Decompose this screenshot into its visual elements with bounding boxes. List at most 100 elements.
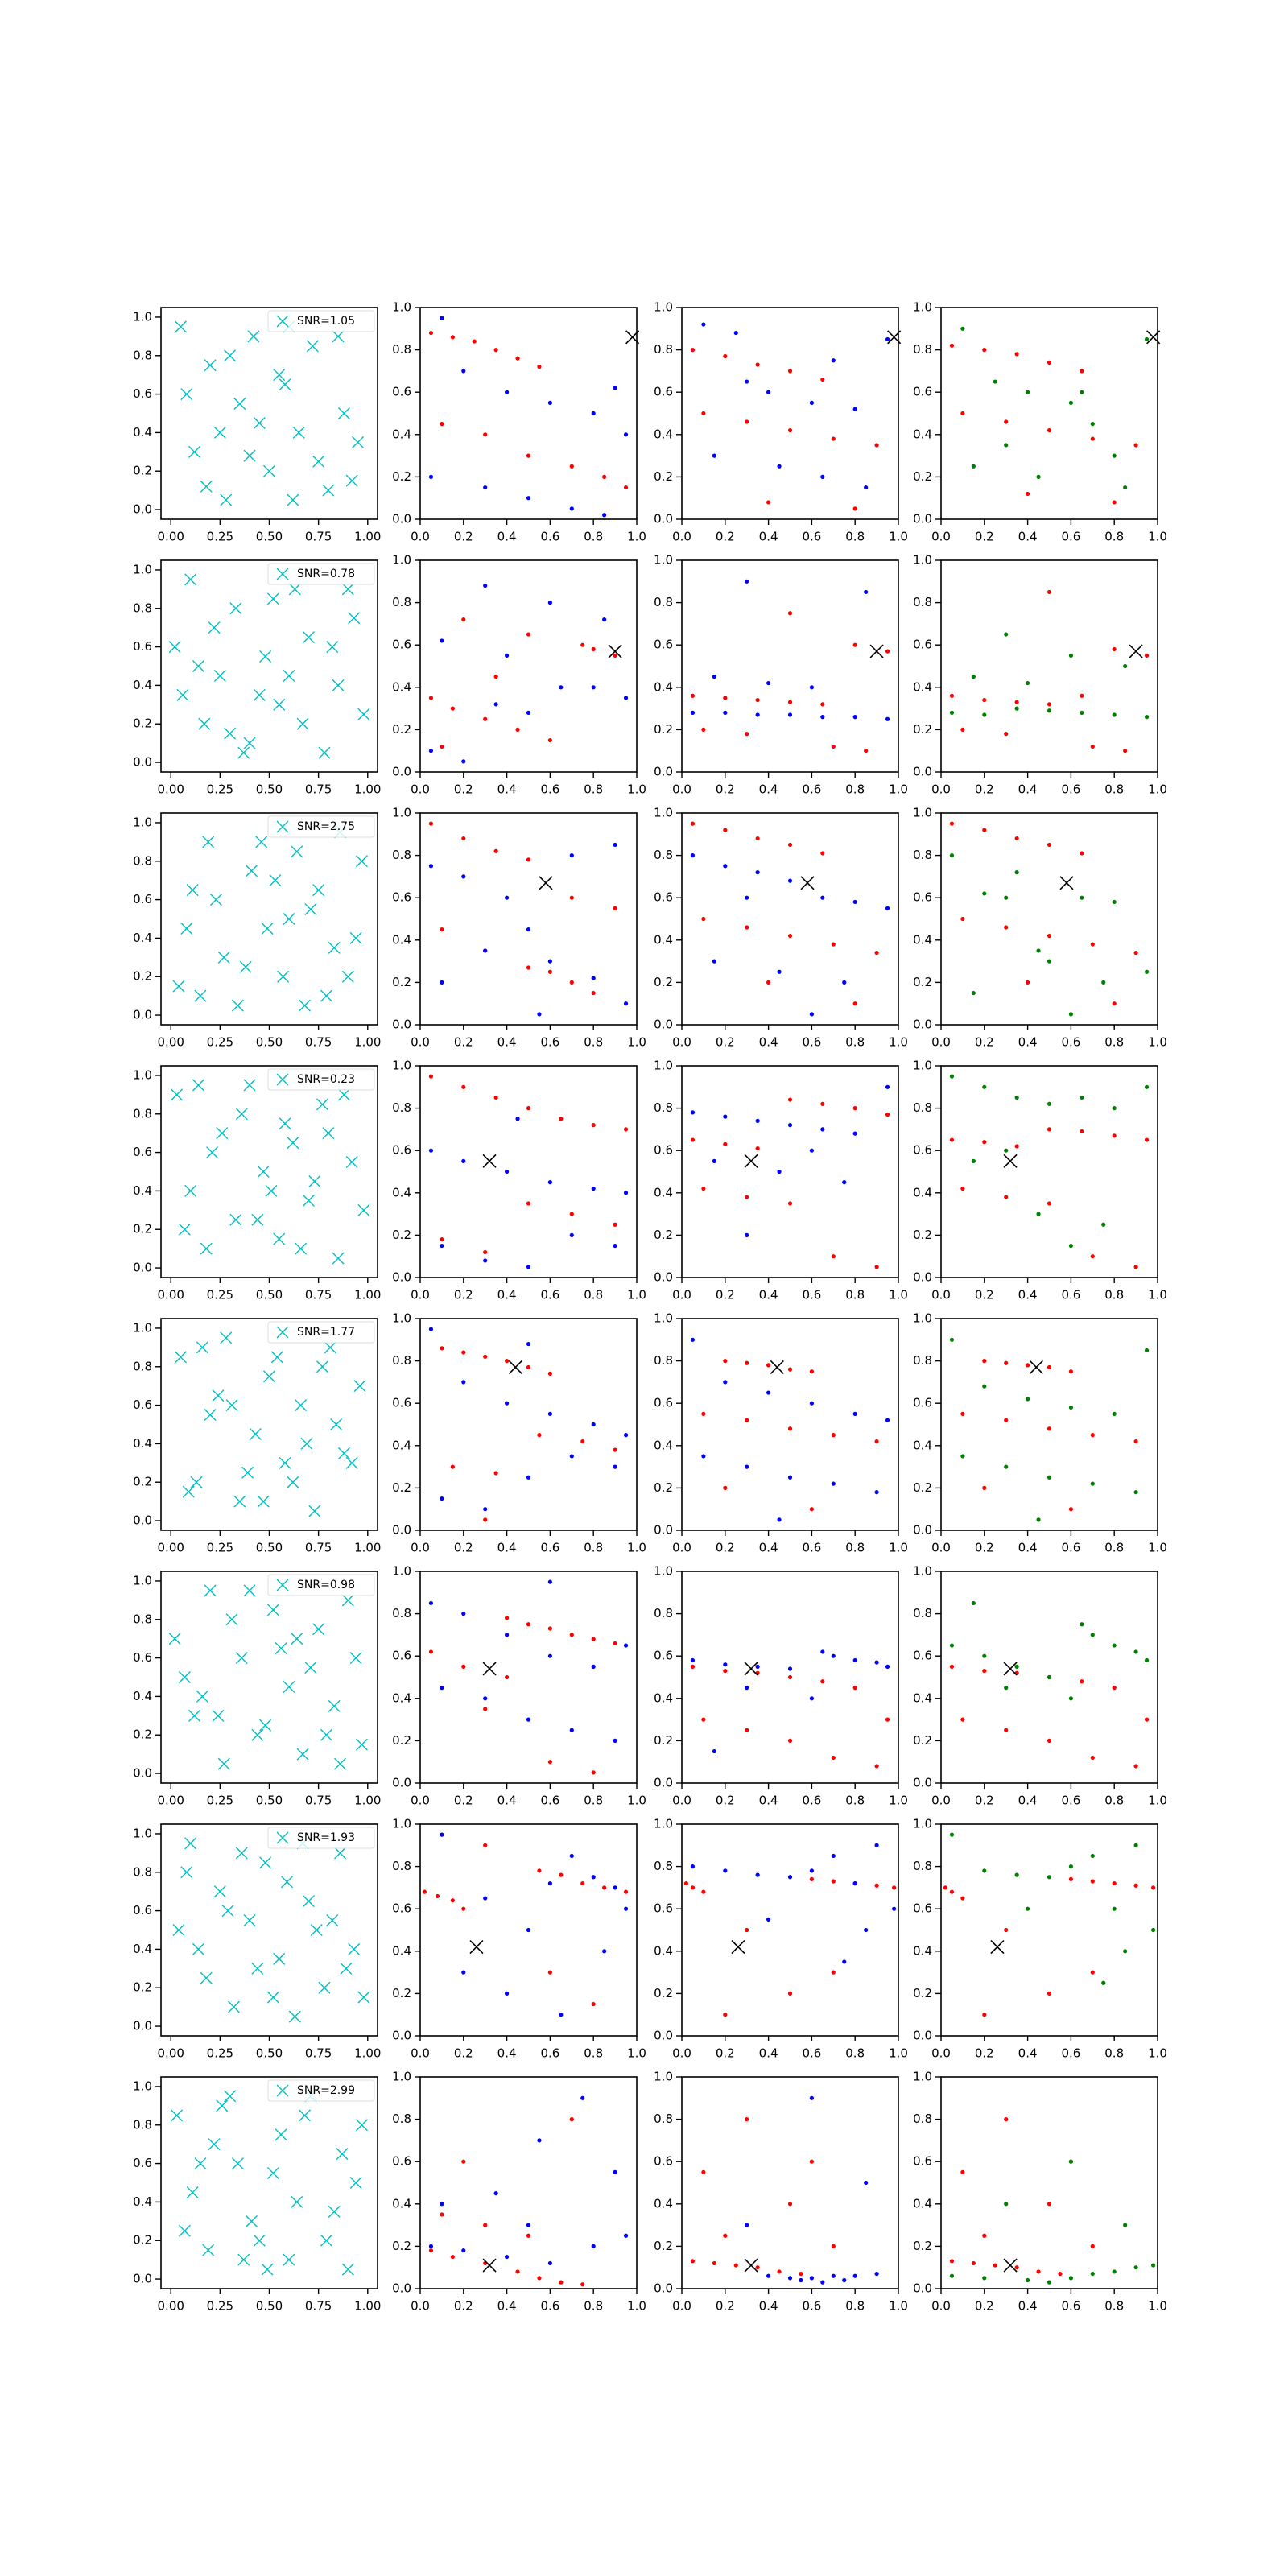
point [591, 411, 596, 416]
y-tick-label: 0.8 [133, 853, 152, 868]
x-tick-label: 0.8 [584, 1035, 603, 1050]
x-tick-label: 0.0 [931, 1288, 951, 1302]
x-tick-label: 0.0 [672, 530, 691, 544]
plot-area [682, 813, 898, 1025]
y-tick-label: 1.0 [133, 309, 152, 324]
x-tick-label: 0.6 [802, 2299, 821, 2314]
point [1068, 1696, 1073, 1701]
x-tick-label: 0.0 [672, 1035, 691, 1050]
point [1026, 980, 1030, 985]
point [1080, 1095, 1084, 1100]
point [1080, 895, 1084, 900]
point [690, 1137, 696, 1142]
point-marker [469, 1939, 484, 1955]
point [885, 1084, 890, 1089]
point-marker [353, 1380, 366, 1393]
point [982, 1384, 987, 1389]
point-marker [212, 1709, 225, 1722]
point [892, 1885, 897, 1890]
point [569, 980, 574, 985]
point-marker [202, 2244, 215, 2256]
point [526, 1622, 531, 1627]
point-marker [295, 1399, 308, 1412]
point [450, 706, 455, 711]
point [1112, 1686, 1117, 1690]
point-marker [283, 913, 295, 925]
point [1090, 1433, 1095, 1438]
point [526, 965, 531, 970]
point [1068, 1405, 1073, 1410]
point [852, 1686, 857, 1690]
point [885, 906, 890, 910]
y-tick-label: 0.2 [392, 1733, 411, 1748]
y-tick-label: 1.0 [133, 562, 152, 576]
point [1080, 1129, 1084, 1134]
x-tick-label: 0.4 [759, 1541, 778, 1555]
y-tick-label: 0.4 [392, 1438, 411, 1452]
point [505, 1359, 510, 1364]
point [723, 2233, 728, 2238]
subplot: 0.0 0.2 0.4 0.6 0.8 1.0 0.0 0.2 0.4 0.6 0.8 1.0 [654, 553, 908, 797]
point [428, 474, 434, 480]
point [1090, 436, 1095, 441]
point [559, 1872, 564, 1877]
point-marker [204, 1584, 217, 1597]
point [483, 1707, 488, 1711]
plot-area [941, 1319, 1158, 1530]
point [755, 1146, 760, 1151]
point [885, 649, 890, 654]
y-tick-label: 0.6 [913, 1396, 932, 1410]
x-tick-label: 0.8 [845, 1288, 865, 1302]
point [809, 1507, 815, 1512]
point-marker [261, 2263, 274, 2276]
point [526, 927, 531, 932]
point [1004, 632, 1009, 637]
point-marker [308, 1174, 321, 1187]
y-tick-label: 0.2 [133, 464, 152, 478]
point [831, 1755, 836, 1761]
y-tick-label: 0.4 [654, 932, 673, 947]
x-tick-label: 0.0 [931, 782, 951, 797]
point-marker [231, 2157, 244, 2170]
subplot: 0.0 0.2 0.4 0.6 0.8 1.0 0.0 0.2 0.4 0.6 0.8 1.0 [654, 1564, 908, 1808]
y-tick-label: 1.0 [913, 1817, 932, 1831]
point [982, 348, 987, 353]
y-tick-label: 1.0 [913, 806, 932, 820]
point [787, 1991, 793, 1996]
point [690, 821, 696, 826]
x-tick-label: 0.0 [411, 1035, 430, 1050]
x-tick-label: 0.0 [672, 2299, 691, 2314]
point [547, 1760, 553, 1765]
point-marker [196, 1690, 208, 1703]
x-tick-label: 0.0 [931, 1794, 951, 1808]
y-tick-label: 0.8 [392, 2112, 411, 2126]
point [440, 316, 444, 320]
x-tick-label: 0.8 [584, 782, 603, 797]
point [591, 685, 596, 690]
x-tick-label: 0.6 [1061, 2299, 1080, 2314]
point [613, 653, 617, 658]
point-marker [332, 330, 345, 343]
point [591, 1770, 596, 1775]
point [766, 1390, 771, 1395]
x-tick-label: 0.4 [497, 1035, 517, 1050]
point [745, 2223, 749, 2227]
point [1046, 702, 1052, 707]
point [690, 693, 696, 698]
point-marker [277, 970, 290, 983]
x-tick-label: 1.0 [627, 782, 646, 797]
subplot: 0.0 0.2 0.4 0.6 0.8 1.0 0.0 0.2 0.4 0.6 0.8 1.0 [392, 2070, 646, 2314]
point [428, 1074, 434, 1079]
point [712, 1748, 716, 1754]
point-marker [273, 369, 286, 382]
x-tick-label: 0.2 [454, 1541, 473, 1555]
point [820, 1127, 825, 1132]
point [1014, 1144, 1019, 1149]
point [613, 842, 617, 848]
point [591, 976, 596, 980]
y-tick-label: 0.6 [133, 1145, 152, 1159]
y-tick-label: 0.0 [654, 1776, 673, 1790]
point [580, 2095, 585, 2100]
point-marker [318, 1981, 331, 1994]
point [982, 1669, 987, 1674]
